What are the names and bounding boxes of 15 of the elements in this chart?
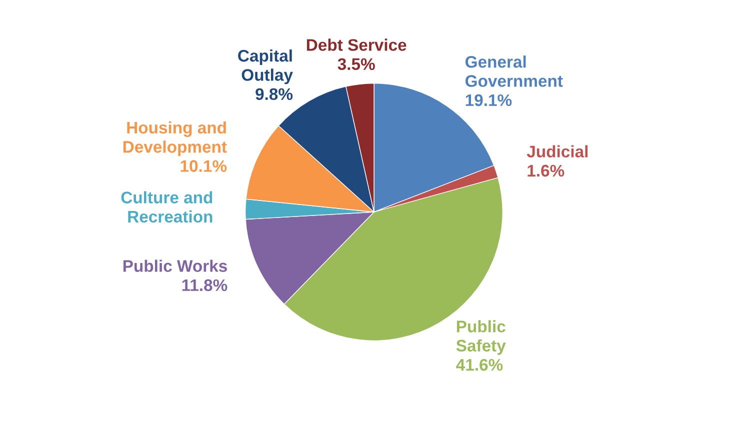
data-label: 11.8%: [182, 279, 228, 292]
slice-label: Debt Service: [306, 38, 406, 51]
slice-label: General Government: [466, 56, 563, 87]
data-label: 19.1%: [466, 94, 512, 106]
slice-label: Culture and Recreation: [121, 191, 212, 223]
slice-label: Judicial: [526, 145, 588, 158]
data-label: 3.5%: [338, 58, 375, 70]
data-label: 9.8%: [256, 88, 293, 100]
data-label: 10.1%: [180, 160, 227, 172]
slice-label: Capital Outlay: [238, 49, 293, 84]
data-label: 1.6%: [528, 164, 564, 177]
data-label: 41.6%: [456, 358, 503, 371]
slice-label: Public Safety: [456, 320, 506, 355]
slice-label: Housing and Development: [123, 121, 227, 156]
slice-label: Public Works: [123, 260, 227, 272]
